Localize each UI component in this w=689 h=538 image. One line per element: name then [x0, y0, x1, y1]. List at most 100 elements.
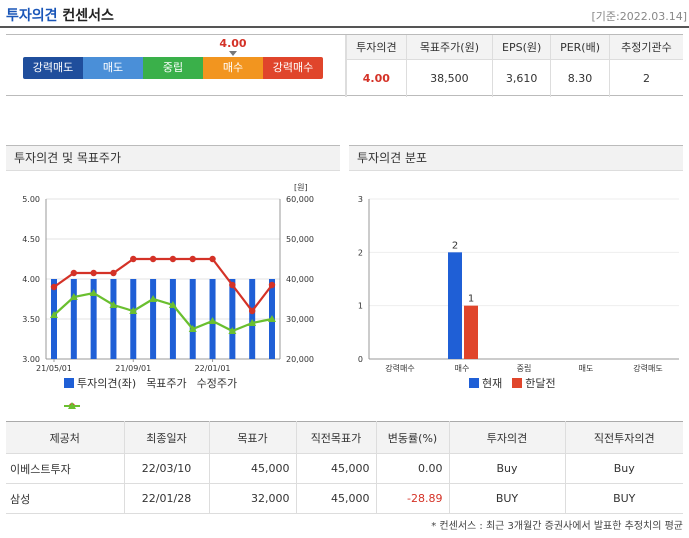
- month-ago-bar: [464, 305, 478, 359]
- consensus-header: 투자의견: [346, 35, 407, 60]
- y-left-tick-label: 4.50: [22, 235, 40, 244]
- adjusted-price-point: [168, 301, 177, 308]
- consensus-table: 투자의견 목표주가(원) EPS(원) PER(배) 추정기관수 4.00 38,500 3…: [346, 35, 683, 97]
- y-left-tick-label: 5.00: [22, 195, 40, 204]
- opinion-distribution-panel: 투자의견 분포 3 2 1 0 강력매수 매수 2 1 중립 매도 강력매도 현재 한달전: [349, 145, 683, 395]
- opinion-bar: [90, 279, 97, 359]
- x-tick-label: 매수: [455, 364, 470, 373]
- target-price-line: [53, 257, 273, 313]
- opinion-bar: [150, 279, 157, 359]
- adjusted-price-point: [188, 325, 197, 332]
- x-tick-label: 강력매도: [633, 363, 662, 373]
- table-cell: 45,000: [295, 483, 377, 514]
- consensus-value: 8.30: [550, 59, 610, 97]
- base-date: [기준:2022.03.14]: [591, 10, 687, 23]
- title-part1: 투자의견: [6, 8, 58, 24]
- y-right-tick-label: 40,000: [286, 275, 314, 284]
- table-cell: 0.00: [375, 453, 450, 484]
- consensus-header: 목표주가(원): [405, 35, 493, 60]
- y-left-tick-label: 3.00: [22, 355, 40, 364]
- target-price-point: [189, 255, 196, 263]
- y-left-tick-label: 4.00: [22, 275, 40, 284]
- table-header: 변동률(%): [375, 421, 450, 454]
- consensus-value: 2: [608, 59, 683, 97]
- y-left-tick-label: 3.50: [22, 315, 40, 324]
- legend-square-icon: [469, 378, 479, 388]
- opinion-target-price-panel: 투자의견 및 목표주가 5.00 60,000 4.50 50,000 4.00 40,0…: [6, 145, 340, 409]
- target-price-point: [130, 255, 137, 263]
- scale-segment: 매수: [203, 57, 263, 79]
- chart-legend: 투자의견(좌) 목표주가 수정주가: [64, 375, 238, 409]
- header: 투자의견 컨센서스 [기준:2022.03.14]: [0, 0, 689, 28]
- adjusted-price-point: [109, 301, 118, 308]
- consensus-value: 38,500: [405, 59, 493, 97]
- chart-legend: 현재 한달전: [469, 375, 556, 391]
- opinion-bar: [110, 279, 117, 359]
- table-cell: 22/01/28: [123, 483, 210, 514]
- target-price-point: [229, 281, 236, 289]
- target-price-point: [169, 255, 177, 263]
- adjusted-price-point: [69, 293, 78, 300]
- adjusted-price-point: [89, 289, 98, 296]
- table-cell: 삼성: [6, 483, 125, 514]
- panel-title: 투자의견 및 목표주가: [6, 145, 340, 171]
- legend-item: 목표주가: [64, 375, 187, 409]
- opinion-scale-bar: 강력매도 매도 중립 매수 강력매수: [23, 57, 323, 79]
- legend-item: 투자의견(좌): [64, 375, 136, 391]
- opinion-bar: [189, 279, 196, 359]
- opinion-bar: [51, 279, 57, 359]
- table-cell: BUY: [564, 483, 683, 514]
- y-tick-label: 3: [358, 195, 363, 204]
- table-cell: BUY: [448, 483, 566, 514]
- adjusted-price-point: [228, 327, 237, 334]
- legend-label: 투자의견(좌): [77, 377, 137, 390]
- opinion-bar: [70, 279, 77, 359]
- scale-segment: 강력매도: [23, 57, 83, 79]
- y-right-unit-label: [원]: [294, 183, 308, 192]
- legend-label: 수정주가: [196, 377, 238, 390]
- table-header: 직전목표가: [295, 421, 377, 454]
- scale-segment: 강력매수: [263, 57, 323, 79]
- legend-label: 현재: [482, 377, 503, 390]
- consensus-header: PER(배): [550, 35, 610, 60]
- table-header: 최종일자: [123, 421, 210, 454]
- y-right-tick-label: 30,000: [286, 315, 314, 324]
- table-header: 직전투자의견: [564, 421, 683, 454]
- adjusted-price-point: [50, 311, 58, 318]
- opinion-bar: [130, 279, 137, 359]
- adjusted-price-line: [53, 291, 273, 333]
- adjusted-price-point: [248, 319, 257, 326]
- legend-label: 한달전: [525, 377, 556, 390]
- panel-title: 투자의견 분포: [349, 145, 683, 171]
- opinion-scale: 4.00 강력매도 매도 중립 매수 강력매수: [6, 35, 346, 97]
- consensus-value: 4.00: [346, 59, 407, 97]
- table-cell: 22/03/10: [123, 453, 210, 484]
- target-price-point: [149, 255, 157, 263]
- table-header: 목표가: [208, 421, 297, 454]
- legend-item: 한달전: [512, 375, 556, 391]
- target-price-point: [268, 281, 276, 289]
- table-cell: 32,000: [208, 483, 297, 514]
- table-cell: Buy: [448, 453, 566, 484]
- consensus-summary: 4.00 강력매도 매도 중립 매수 강력매수 투자의견 목표주가(원) EPS(원) PER…: [6, 34, 683, 97]
- legend-item: 수정주가: [64, 375, 238, 409]
- table-header: 제공처: [6, 421, 125, 454]
- y-right-tick-label: 20,000: [286, 355, 314, 364]
- x-tick-label: 강력매수: [385, 363, 414, 373]
- target-price-point: [209, 255, 216, 263]
- current-bar: [448, 252, 462, 359]
- legend-square-icon: [64, 378, 74, 388]
- target-price-point: [50, 283, 58, 291]
- legend-line-triangle-icon: [64, 402, 80, 409]
- scale-marker-value: 4.00: [219, 37, 247, 50]
- x-tick-label: 22/01/01: [195, 364, 231, 373]
- x-tick-label: 21/09/01: [115, 364, 151, 373]
- footnote: * 컨센서스 : 최근 3개월간 증권사에서 발표한 추정치의 평균: [431, 521, 683, 532]
- table-cell: 45,000: [208, 453, 297, 484]
- y-right-tick-label: 60,000: [286, 195, 314, 204]
- scale-segment: 매도: [83, 57, 143, 79]
- legend-item: 현재: [469, 375, 502, 391]
- y-right-tick-label: 50,000: [286, 235, 314, 244]
- target-price-point: [248, 307, 256, 315]
- x-tick-label: 중립: [517, 364, 532, 373]
